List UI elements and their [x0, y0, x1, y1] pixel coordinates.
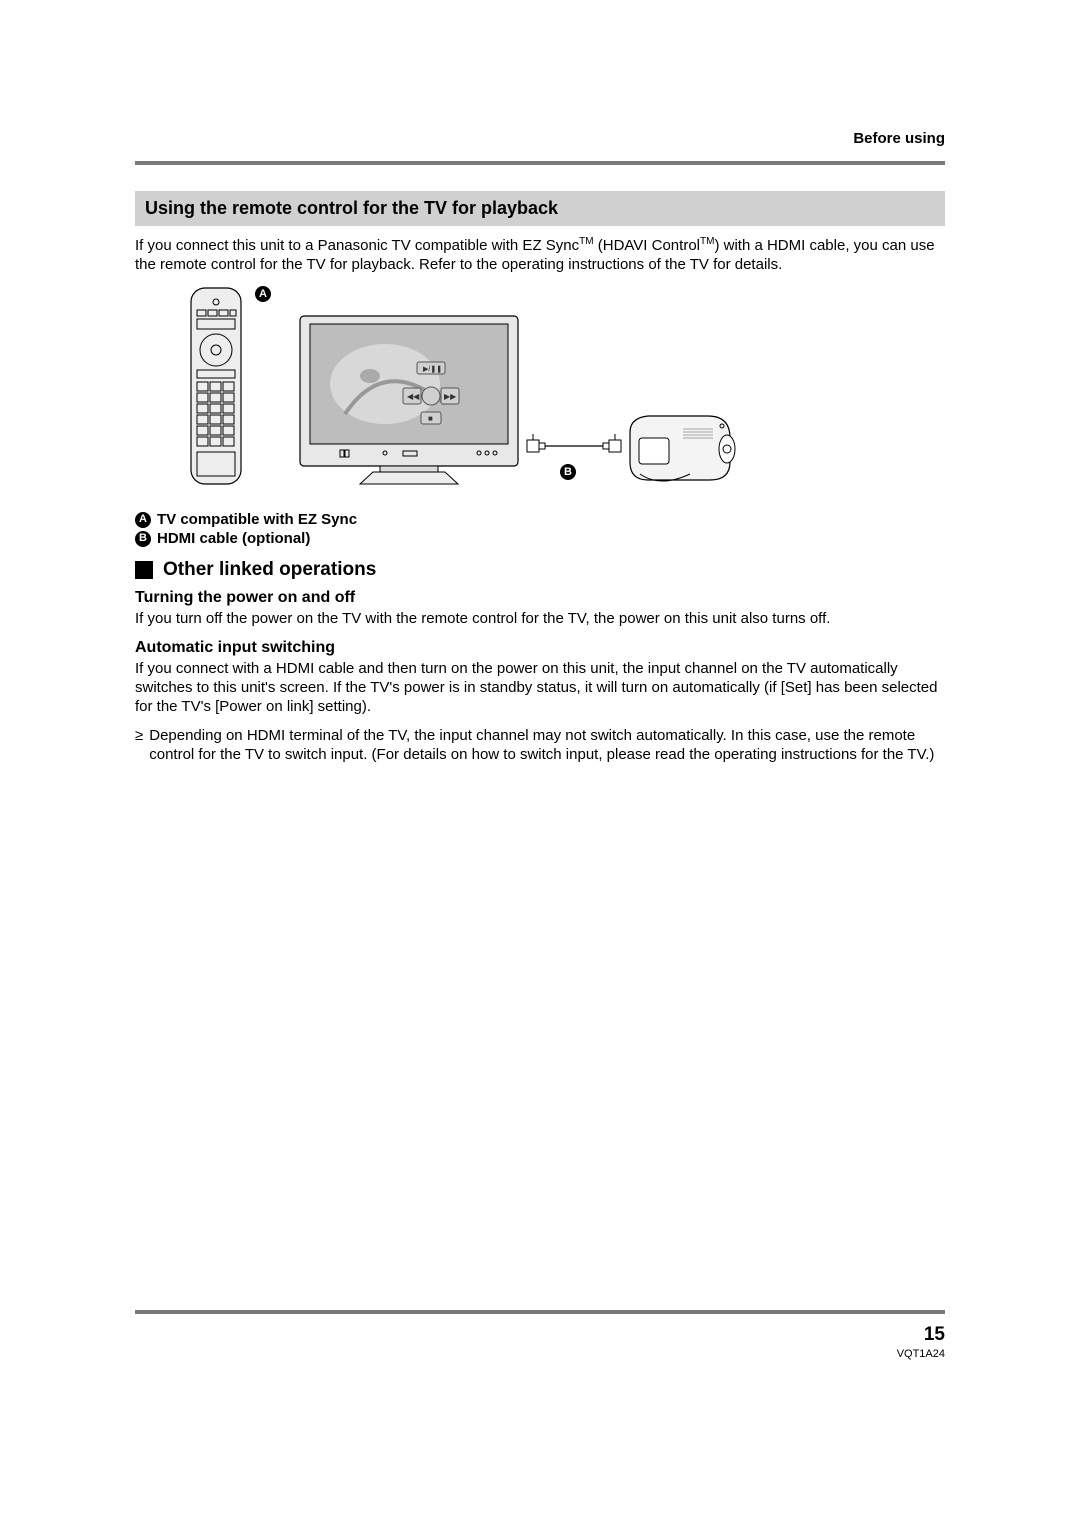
power-body: If you turn off the power on the TV with…	[135, 609, 945, 628]
camcorder-icon	[630, 416, 735, 481]
auto-input-body: If you connect with a HDMI cable and the…	[135, 659, 945, 717]
page-number: 15	[924, 1324, 945, 1346]
tm-mark: TM	[700, 236, 714, 247]
svg-text:■: ■	[428, 414, 433, 423]
svg-text:▶▶: ▶▶	[444, 392, 457, 401]
bottom-rule	[135, 1310, 945, 1314]
auto-input-bullet: ≥ Depending on HDMI terminal of the TV, …	[135, 726, 945, 764]
intro-paragraph: If you connect this unit to a Panasonic …	[135, 236, 945, 274]
intro-part1: If you connect this unit to a Panasonic …	[135, 237, 579, 254]
heading-box-icon	[135, 561, 153, 579]
header-section-label: Before using	[135, 130, 945, 147]
legend-b-text: HDMI cable (optional)	[157, 530, 310, 547]
linked-ops-title: Other linked operations	[163, 559, 376, 581]
svg-text:▶/❚❚: ▶/❚❚	[423, 365, 442, 373]
connection-diagram: ▶/❚❚ ◀◀ ▶▶ ■	[185, 284, 775, 499]
legend-a-text: TV compatible with EZ Sync	[157, 511, 357, 528]
figure-legend: A TV compatible with EZ Sync B HDMI cabl…	[135, 511, 945, 547]
bullet-text: Depending on HDMI terminal of the TV, th…	[149, 726, 945, 764]
top-rule	[135, 161, 945, 165]
legend-a-icon: A	[135, 512, 151, 528]
linked-ops-heading: Other linked operations	[135, 559, 945, 581]
section-title: Using the remote control for the TV for …	[135, 191, 945, 226]
remote-icon	[191, 288, 241, 484]
legend-b-icon: B	[135, 531, 151, 547]
hdmi-cable-icon	[527, 434, 621, 452]
auto-input-subheading: Automatic input switching	[135, 639, 945, 657]
svg-text:◀◀: ◀◀	[407, 392, 420, 401]
doc-code: VQT1A24	[897, 1348, 945, 1360]
tm-mark: TM	[579, 236, 593, 247]
bullet-icon: ≥	[135, 726, 143, 764]
tv-icon: ▶/❚❚ ◀◀ ▶▶ ■	[300, 316, 518, 484]
power-subheading: Turning the power on and off	[135, 589, 945, 607]
intro-part2: (HDAVI Control	[594, 237, 700, 254]
